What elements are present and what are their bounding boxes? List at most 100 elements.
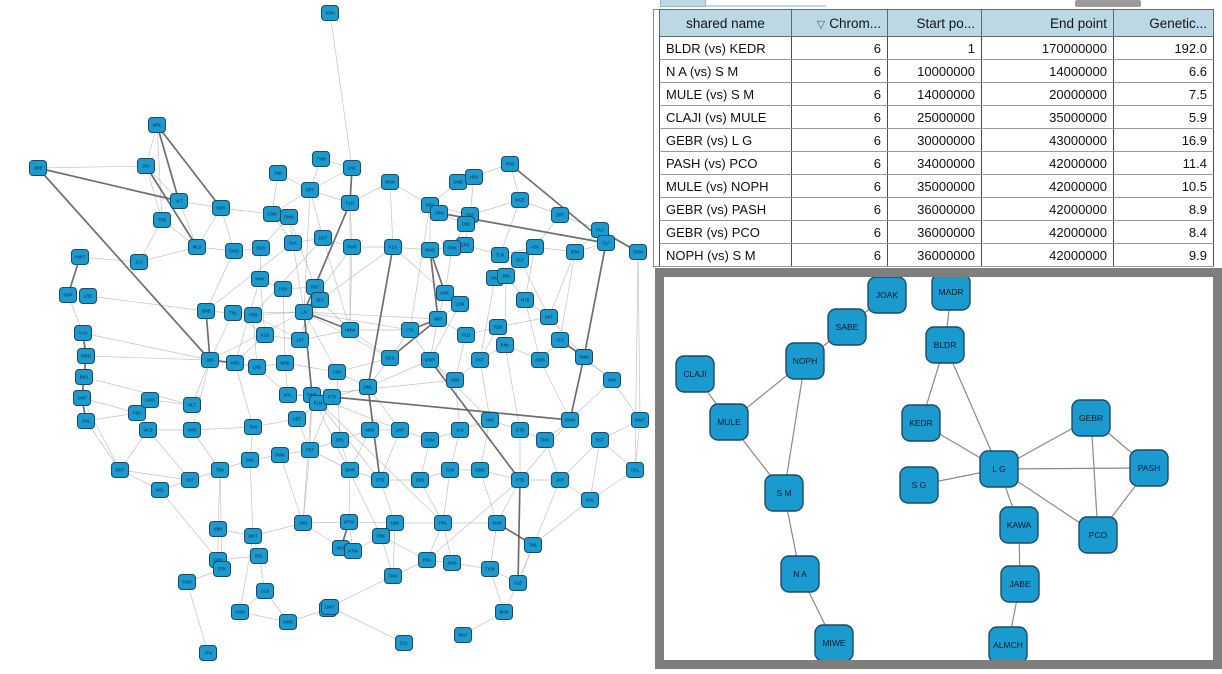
- overview-node[interactable]: KWB: [279, 614, 297, 630]
- overview-node[interactable]: RML: [496, 337, 514, 353]
- cell-chromosome[interactable]: 6: [791, 243, 888, 267]
- overview-node[interactable]: RNM: [280, 209, 298, 225]
- filter-icon[interactable]: ▽: [816, 18, 826, 31]
- overview-node[interactable]: DNL: [77, 413, 95, 429]
- cell-shared-name[interactable]: GEBR (vs) PASH: [659, 197, 792, 221]
- overview-edge[interactable]: [303, 311, 411, 331]
- overview-edge[interactable]: [147, 429, 191, 481]
- cell-start-position[interactable]: 34000000: [887, 151, 982, 175]
- overview-node[interactable]: KPN: [321, 5, 339, 21]
- detail-node-PASH[interactable]: PASH: [1129, 449, 1169, 487]
- overview-node[interactable]: WKT: [244, 528, 262, 544]
- overview-node[interactable]: NBK: [386, 515, 404, 531]
- overview-edge[interactable]: [138, 246, 198, 263]
- overview-edge[interactable]: [303, 311, 338, 373]
- overview-node[interactable]: TRB: [153, 212, 171, 228]
- cell-shared-name[interactable]: BLDR (vs) KEDR: [659, 36, 792, 60]
- overview-node[interactable]: DSK: [457, 216, 475, 232]
- detail-node-CLAJI[interactable]: CLAJI: [675, 355, 715, 393]
- overview-edge-strong[interactable]: [509, 163, 607, 244]
- overview-edge-strong[interactable]: [37, 167, 180, 202]
- overview-node[interactable]: KMP: [59, 287, 77, 303]
- overview-node[interactable]: VRB: [244, 307, 262, 323]
- overview-node[interactable]: PRD: [501, 156, 519, 172]
- cell-genetic[interactable]: 10.5: [1113, 174, 1214, 198]
- cell-shared-name[interactable]: CLAJI (vs) MULE: [659, 105, 792, 129]
- overview-node[interactable]: LNC: [343, 160, 361, 176]
- overview-edge[interactable]: [186, 581, 209, 654]
- overview-edge[interactable]: [519, 259, 550, 318]
- overview-edge[interactable]: [504, 344, 521, 431]
- overview-edge[interactable]: [191, 359, 211, 431]
- cell-start-position[interactable]: 10000000: [887, 59, 982, 83]
- overview-node[interactable]: JLN: [451, 422, 469, 438]
- overview-node[interactable]: HLT: [183, 397, 201, 413]
- overview-node[interactable]: FMS: [536, 432, 554, 448]
- overview-node[interactable]: BRT: [301, 182, 319, 198]
- overview-node[interactable]: VBN: [209, 521, 227, 537]
- overview-node[interactable]: LWT: [391, 422, 409, 438]
- detail-node-PCO[interactable]: PCO: [1078, 516, 1118, 554]
- overview-node[interactable]: TBN: [211, 462, 229, 478]
- cell-end-point[interactable]: 14000000: [981, 59, 1114, 83]
- overview-edge[interactable]: [524, 246, 536, 301]
- overview-edge[interactable]: [589, 439, 601, 501]
- overview-edge-strong[interactable]: [156, 124, 180, 202]
- overview-edge[interactable]: [81, 397, 121, 471]
- overview-edge[interactable]: [205, 242, 294, 312]
- overview-node[interactable]: NRL: [331, 432, 349, 448]
- overview-node[interactable]: HSK: [465, 169, 483, 185]
- overview-node[interactable]: FLW: [441, 462, 459, 478]
- overview-edge-strong[interactable]: [569, 356, 585, 421]
- overview-edge[interactable]: [479, 359, 491, 421]
- overview-node[interactable]: KSM: [421, 432, 439, 448]
- cell-genetic[interactable]: 8.9: [1113, 197, 1214, 221]
- overview-node[interactable]: BKM: [495, 604, 513, 620]
- overview-edge[interactable]: [389, 181, 394, 248]
- overview-edge[interactable]: [279, 454, 304, 524]
- table-row[interactable]: MULE (vs) NOPH 6 35000000 42000000 10.5: [659, 174, 1214, 198]
- overview-edge[interactable]: [303, 189, 311, 313]
- overview-edge[interactable]: [259, 278, 266, 336]
- table-row[interactable]: PASH (vs) PCO 6 34000000 42000000 11.4: [659, 151, 1214, 175]
- overview-node[interactable]: PKT: [471, 352, 489, 368]
- cell-end-point[interactable]: 43000000: [981, 128, 1114, 152]
- cell-end-point[interactable]: 20000000: [981, 82, 1114, 106]
- overview-edge[interactable]: [288, 216, 316, 288]
- overview-node[interactable]: KNL: [581, 492, 599, 508]
- overview-edge[interactable]: [191, 426, 254, 431]
- overview-node[interactable]: LSM: [451, 296, 469, 312]
- overview-node[interactable]: CTN: [371, 472, 389, 488]
- detail-edge-LG-PASH[interactable]: [998, 467, 1150, 470]
- overview-edge[interactable]: [81, 397, 138, 414]
- cell-chromosome[interactable]: 6: [791, 128, 888, 152]
- overview-node[interactable]: PMR: [343, 239, 361, 255]
- table-row[interactable]: BLDR (vs) KEDR 6 1 170000000 192.0: [659, 36, 1214, 60]
- detail-node-SABE[interactable]: SABE: [827, 308, 867, 346]
- cell-shared-name[interactable]: MULE (vs) S M: [659, 82, 792, 106]
- overview-edge-strong[interactable]: [367, 246, 394, 388]
- cell-chromosome[interactable]: 6: [791, 197, 888, 221]
- overview-node[interactable]: GTB: [511, 422, 529, 438]
- overview-node[interactable]: FLD: [341, 195, 359, 211]
- overview-edge[interactable]: [392, 246, 446, 294]
- overview-edge[interactable]: [37, 165, 147, 169]
- cell-end-point[interactable]: 42000000: [981, 151, 1114, 175]
- overview-node[interactable]: SLK: [284, 235, 302, 251]
- cell-end-point[interactable]: 42000000: [981, 174, 1114, 198]
- overview-node[interactable]: VLN: [74, 325, 92, 341]
- cell-shared-name[interactable]: GEBR (vs) PCO: [659, 220, 792, 244]
- overview-node[interactable]: MBK: [361, 422, 379, 438]
- overview-node[interactable]: NKR: [429, 311, 447, 327]
- overview-edge[interactable]: [83, 376, 193, 406]
- overview-node[interactable]: BMR: [341, 462, 359, 478]
- cell-end-point[interactable]: 42000000: [981, 220, 1114, 244]
- cell-start-position[interactable]: 14000000: [887, 82, 982, 106]
- overview-node[interactable]: BST: [591, 432, 609, 448]
- overview-edge[interactable]: [159, 489, 219, 561]
- overview-node[interactable]: KLS: [384, 239, 402, 255]
- overview-node[interactable]: CRN: [430, 205, 448, 221]
- overview-node[interactable]: CSM: [263, 206, 281, 222]
- overview-node[interactable]: CLF: [597, 235, 615, 251]
